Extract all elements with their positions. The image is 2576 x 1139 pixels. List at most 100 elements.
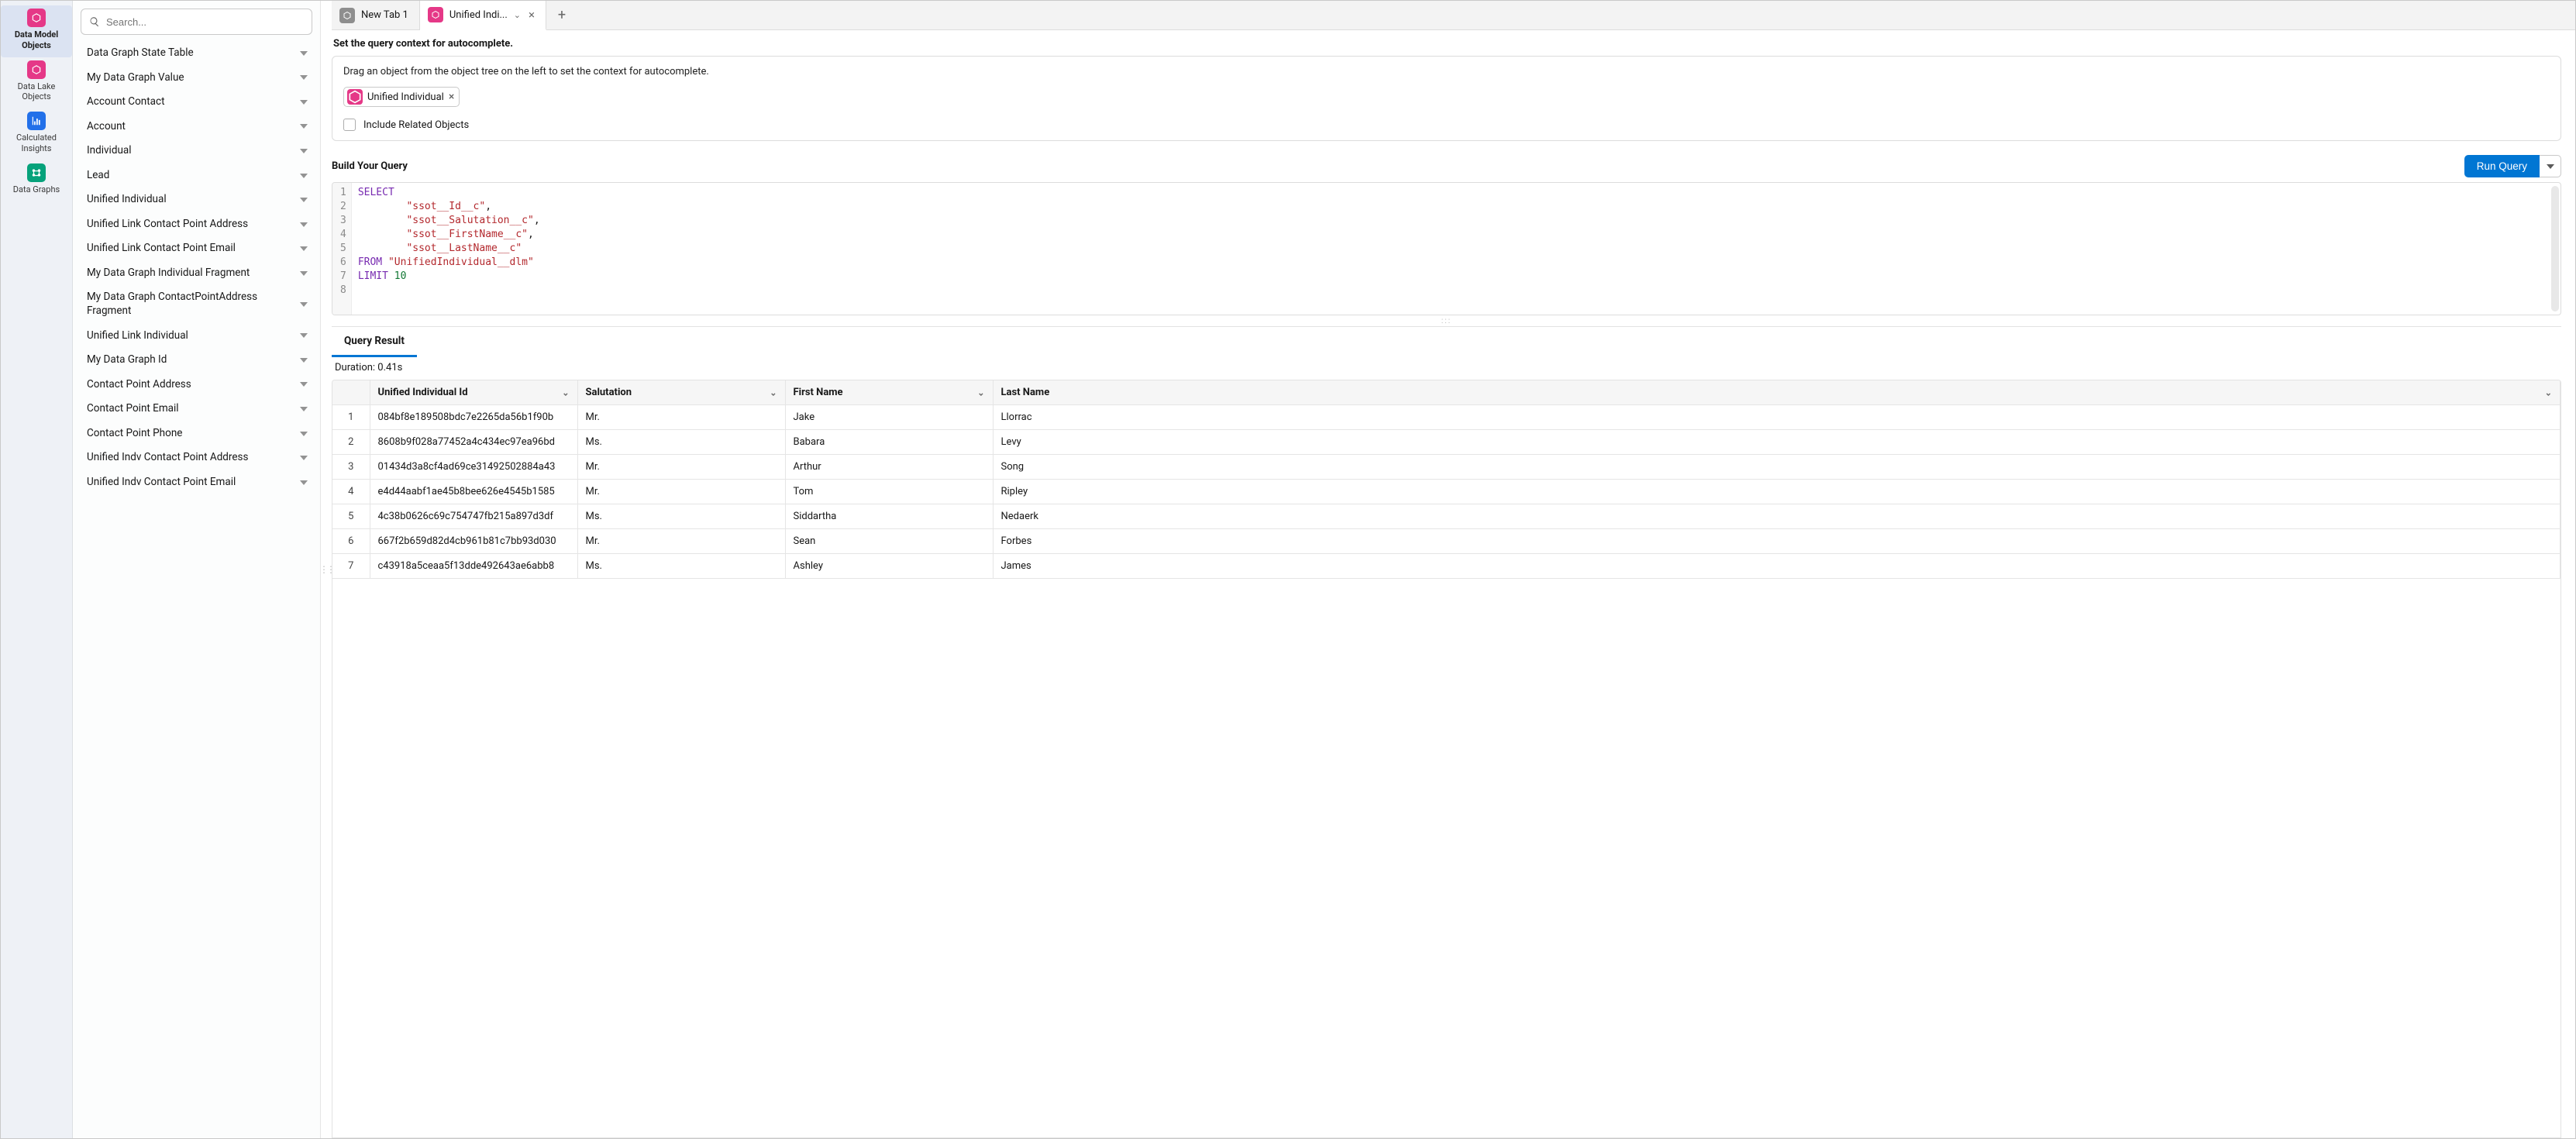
table-row[interactable]: 4e4d44aabf1ae45b8bee626e4545b1585Mr.TomR…: [332, 480, 2561, 504]
tree-item-label: Unified Link Individual: [87, 329, 188, 343]
close-icon[interactable]: ×: [529, 8, 535, 22]
table-cell: Ms.: [577, 554, 785, 579]
graph-icon: [27, 163, 46, 182]
column-header-label: Last Name: [1001, 387, 1050, 398]
chevron-down-icon: [300, 480, 308, 485]
tree-item[interactable]: Unified Link Contact Point Email: [77, 236, 315, 261]
run-query-dropdown[interactable]: [2540, 155, 2561, 177]
table-cell: Nedaerk: [993, 504, 2561, 529]
table-cell: Mr.: [577, 480, 785, 504]
editor-tab[interactable]: Unified Indi...⌄×: [420, 1, 546, 30]
context-chip[interactable]: Unified Individual ×: [343, 87, 460, 107]
rail-item-data-lake-objects[interactable]: Data Lake Objects: [1, 57, 72, 109]
sql-editor[interactable]: 12345678 SELECT "ssot__Id__c", "ssot__Sa…: [332, 182, 2561, 315]
table-row[interactable]: 28608b9f028a77452a4c434ec97ea96bdMs.Baba…: [332, 430, 2561, 455]
table-row[interactable]: 6667f2b659d82d4cb961b81c7bb93d030Mr.Sean…: [332, 529, 2561, 554]
tree-item[interactable]: Individual: [77, 139, 315, 163]
chevron-down-icon: [300, 358, 308, 363]
include-related-checkbox[interactable]: [343, 119, 356, 131]
tree-item[interactable]: Account Contact: [77, 90, 315, 115]
chevron-down-icon: [300, 222, 308, 227]
search-input-wrap[interactable]: [81, 9, 312, 35]
table-cell: Ms.: [577, 504, 785, 529]
chevron-down-icon[interactable]: ⌄: [514, 10, 521, 20]
tree-item[interactable]: Unified Link Individual: [77, 324, 315, 349]
table-row[interactable]: 301434d3a8cf4ad69ce31492502884a43Mr.Arth…: [332, 455, 2561, 480]
chevron-down-icon: [300, 432, 308, 436]
tree-item[interactable]: Unified Indv Contact Point Address: [77, 446, 315, 470]
cube-icon: [428, 7, 443, 22]
cube-icon: [27, 60, 46, 79]
tree-item[interactable]: Contact Point Email: [77, 397, 315, 422]
rail-item-data-model-objects[interactable]: Data Model Objects: [1, 5, 72, 57]
tree-item[interactable]: Unified Indv Contact Point Email: [77, 470, 315, 495]
rail-item-label: Data Lake Objects: [4, 81, 69, 103]
run-query-button[interactable]: Run Query: [2464, 155, 2540, 177]
tree-item[interactable]: Data Graph State Table: [77, 41, 315, 66]
chevron-down-icon: [300, 124, 308, 129]
chevron-down-icon[interactable]: ⌄: [977, 387, 984, 397]
tree-item[interactable]: My Data Graph Individual Fragment: [77, 261, 315, 286]
tab-label: New Tab 1: [361, 9, 408, 21]
editor-tab[interactable]: New Tab 1: [332, 1, 420, 29]
chevron-down-icon: [300, 333, 308, 338]
table-row[interactable]: 54c38b0626c69c754747fb215a897d3dfMs.Sidd…: [332, 504, 2561, 529]
tree-item-label: Account Contact: [87, 95, 165, 109]
query-result-tab[interactable]: Query Result: [332, 327, 417, 357]
editor-resize-handle[interactable]: :::: [332, 315, 2561, 326]
cube-icon: [347, 89, 363, 105]
table-cell: Babara: [785, 430, 993, 455]
table-cell: Arthur: [785, 455, 993, 480]
table-row[interactable]: 1084bf8e189508bdc7e2265da56b1f90bMr.Jake…: [332, 405, 2561, 430]
chevron-down-icon: [300, 271, 308, 276]
chevron-down-icon[interactable]: ⌄: [770, 387, 777, 397]
search-input[interactable]: [106, 16, 304, 28]
context-section-label: Set the query context for autocomplete.: [333, 38, 2561, 50]
editor-tabbar: New Tab 1Unified Indi...⌄×+: [332, 1, 2575, 30]
column-header[interactable]: First Name⌄: [785, 380, 993, 405]
chevron-down-icon[interactable]: ⌄: [562, 387, 569, 397]
column-header[interactable]: Unified Individual Id⌄: [370, 380, 577, 405]
include-related-label: Include Related Objects: [363, 119, 469, 131]
nav-rail: Data Model Objects Data Lake Objects Calcu…: [1, 1, 73, 1138]
column-header[interactable]: Salutation⌄: [577, 380, 785, 405]
sidebar-resize-handle[interactable]: [321, 1, 332, 1138]
table-cell: Forbes: [993, 529, 2561, 554]
tree-item-label: Contact Point Phone: [87, 427, 182, 441]
column-header[interactable]: Last Name ⌄: [993, 380, 2561, 405]
editor-scrollbar[interactable]: [2551, 186, 2559, 311]
query-section-title: Build Your Query: [332, 160, 408, 172]
tree-item-label: Individual: [87, 144, 132, 158]
rail-item-label: Calculated Insights: [4, 132, 69, 154]
tree-item[interactable]: Lead: [77, 163, 315, 188]
tree-item-label: Unified Individual: [87, 193, 167, 207]
rail-item-label: Data Graphs: [4, 184, 69, 195]
tree-item[interactable]: Unified Link Contact Point Address: [77, 212, 315, 237]
rownum-cell: 3: [332, 455, 370, 480]
tree-item[interactable]: Unified Individual: [77, 188, 315, 212]
new-tab-button[interactable]: +: [546, 1, 577, 29]
tree-item[interactable]: My Data Graph Value: [77, 66, 315, 91]
chevron-down-icon: [300, 382, 308, 387]
table-cell: 667f2b659d82d4cb961b81c7bb93d030: [370, 529, 577, 554]
rail-item-calculated-insights[interactable]: Calculated Insights: [1, 108, 72, 160]
chevron-down-icon: [300, 246, 308, 251]
table-row[interactable]: 7c43918a5ceaa5f13dde492643ae6abb8Ms.Ashl…: [332, 554, 2561, 579]
tree-item[interactable]: Account: [77, 115, 315, 139]
tree-item[interactable]: Contact Point Phone: [77, 422, 315, 446]
tree-item-label: Account: [87, 120, 126, 134]
chart-icon: [27, 112, 46, 130]
tree-item[interactable]: My Data Graph ContactPointAddress Fragme…: [77, 285, 315, 323]
chevron-down-icon[interactable]: ⌄: [2545, 387, 2552, 397]
table-cell: 8608b9f028a77452a4c434ec97ea96bd: [370, 430, 577, 455]
table-cell: 4c38b0626c69c754747fb215a897d3df: [370, 504, 577, 529]
chip-remove-icon[interactable]: ×: [449, 91, 454, 103]
table-cell: Mr.: [577, 529, 785, 554]
rail-item-data-graphs[interactable]: Data Graphs: [1, 160, 72, 201]
results-table-wrap: Unified Individual Id⌄Salutation⌄First N…: [332, 380, 2561, 1138]
tree-item[interactable]: My Data Graph Id: [77, 348, 315, 373]
tree-item[interactable]: Contact Point Address: [77, 373, 315, 397]
editor-code[interactable]: SELECT "ssot__Id__c", "ssot__Salutation_…: [352, 183, 546, 315]
rownum-header[interactable]: [332, 380, 370, 405]
table-cell: Ms.: [577, 430, 785, 455]
